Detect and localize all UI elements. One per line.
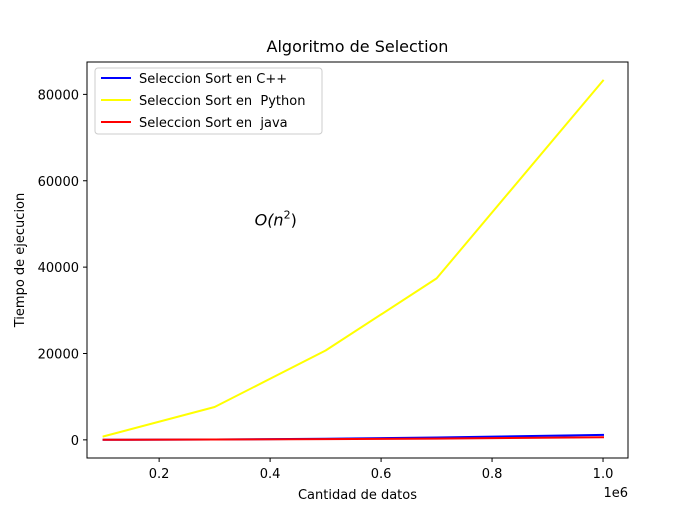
- legend-label-python: Seleccion Sort en Python: [139, 94, 305, 109]
- x-tick-label-1: 0.4: [260, 467, 281, 482]
- x-axis-offset-text: 1e6: [603, 486, 628, 501]
- x-tick-label-2: 0.6: [371, 467, 392, 482]
- series-line-1: [102, 79, 605, 438]
- annotation-base: O(n: [255, 211, 284, 230]
- y-tick-label-4: 80000: [38, 88, 79, 103]
- y-tick-label-3: 60000: [38, 175, 79, 190]
- series-line-2: [102, 436, 605, 441]
- series-layer: [102, 79, 605, 441]
- legend-box: [94, 67, 323, 135]
- y-axis-label: Tiempo de ejecucion: [13, 193, 28, 328]
- x-tick-label-4: 1.0: [593, 467, 614, 482]
- legend-label-java: Seleccion Sort en java: [139, 116, 288, 131]
- x-axis-label: Cantidad de datos: [298, 488, 417, 503]
- y-tick-label-0: 0: [71, 434, 79, 449]
- y-axis: 0 20000 40000 60000 80000: [38, 88, 87, 449]
- x-axis: 0.2 0.4 0.6 0.8 1.0: [149, 458, 614, 482]
- legend: Seleccion Sort en C++ Seleccion Sort en …: [94, 67, 323, 135]
- annotation-exponent: 2: [284, 209, 291, 222]
- legend-label-cpp: Seleccion Sort en C++: [139, 72, 287, 87]
- y-tick-label-2: 40000: [38, 261, 79, 276]
- y-tick-label-1: 20000: [38, 347, 79, 362]
- x-tick-label-3: 0.8: [482, 467, 503, 482]
- chart-title: Algoritmo de Selection: [267, 37, 449, 56]
- plot-frame: [86, 61, 629, 459]
- annotation-close: ): [291, 211, 297, 230]
- x-tick-label-0: 0.2: [149, 467, 170, 482]
- complexity-annotation: O(n2): [255, 209, 297, 230]
